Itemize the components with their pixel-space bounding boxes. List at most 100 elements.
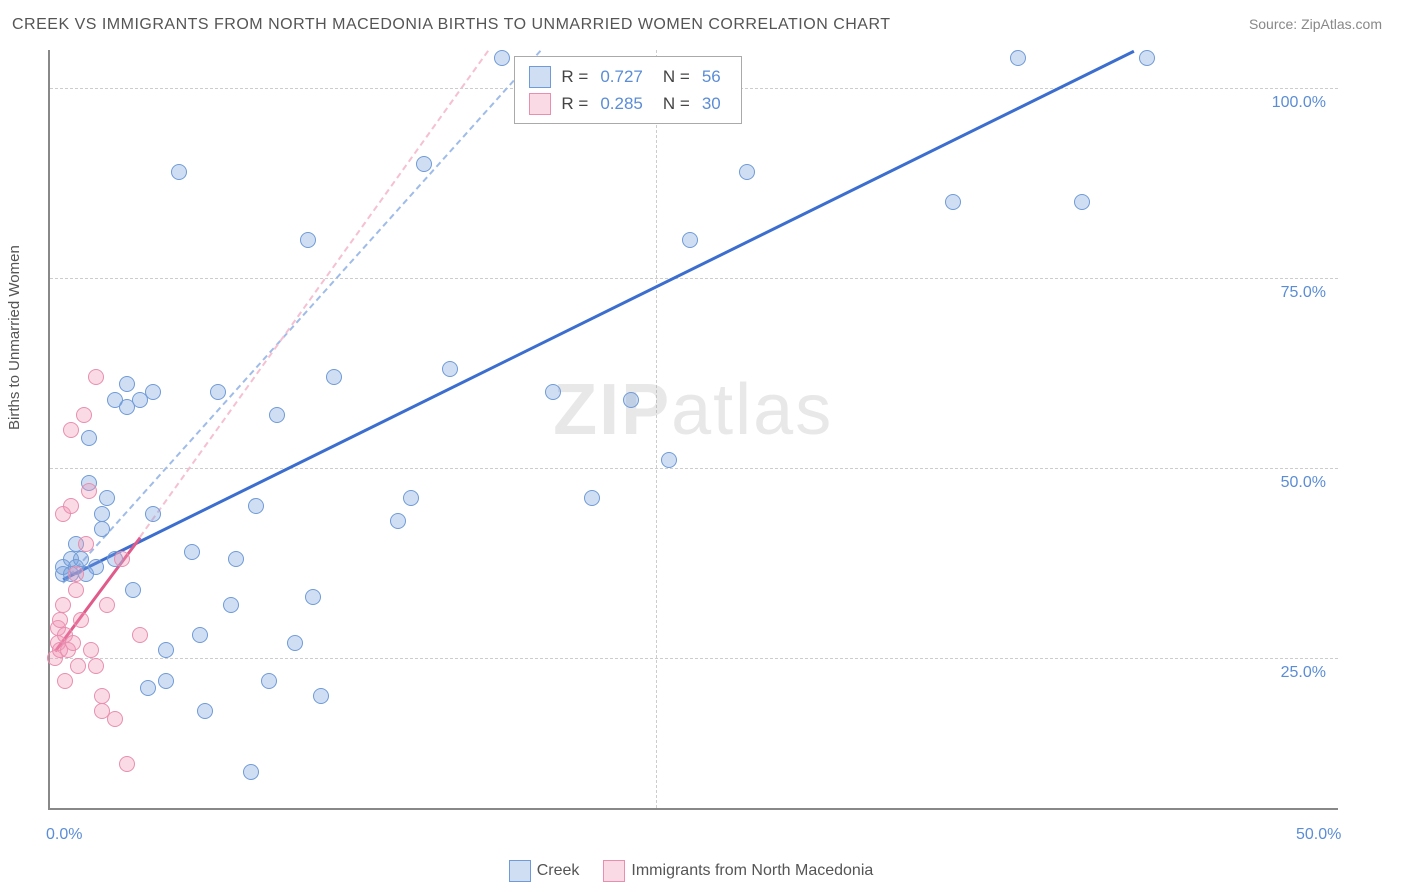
scatter-point-creek <box>184 544 200 560</box>
scatter-point-creek <box>158 642 174 658</box>
source-attribution: Source: ZipAtlas.com <box>1249 16 1382 32</box>
scatter-point-macedonia <box>119 756 135 772</box>
scatter-point-macedonia <box>88 658 104 674</box>
scatter-point-creek <box>300 232 316 248</box>
scatter-point-macedonia <box>52 612 68 628</box>
scatter-point-macedonia <box>63 498 79 514</box>
scatter-point-creek <box>73 551 89 567</box>
legend-n-value: 30 <box>702 90 721 117</box>
scatter-point-creek <box>739 164 755 180</box>
scatter-point-creek <box>140 680 156 696</box>
scatter-point-macedonia <box>70 658 86 674</box>
scatter-point-creek <box>326 369 342 385</box>
scatter-point-macedonia <box>114 551 130 567</box>
scatter-point-creek <box>145 384 161 400</box>
scatter-point-creek <box>661 452 677 468</box>
scatter-point-creek <box>94 521 110 537</box>
gridline-h <box>50 278 1338 279</box>
legend-label-creek: Creek <box>537 862 580 879</box>
legend-swatch-macedonia <box>603 860 625 882</box>
scatter-point-macedonia <box>68 566 84 582</box>
legend-r-label: R = <box>561 63 588 90</box>
scatter-point-creek <box>584 490 600 506</box>
gridline-h <box>50 468 1338 469</box>
scatter-point-creek <box>442 361 458 377</box>
gridline-h <box>50 658 1338 659</box>
scatter-point-creek <box>287 635 303 651</box>
scatter-point-creek <box>1074 194 1090 210</box>
legend-r-label: R = <box>561 90 588 117</box>
scatter-point-creek <box>210 384 226 400</box>
y-tick-label: 100.0% <box>1272 94 1326 112</box>
scatter-point-macedonia <box>88 369 104 385</box>
legend-stats-row-creek: R = 0.727 N = 56 <box>529 63 726 90</box>
scatter-point-macedonia <box>81 483 97 499</box>
scatter-point-macedonia <box>76 407 92 423</box>
scatter-point-creek <box>313 688 329 704</box>
gridline-v <box>656 50 657 808</box>
scatter-point-macedonia <box>63 422 79 438</box>
scatter-point-macedonia <box>57 673 73 689</box>
scatter-point-macedonia <box>107 711 123 727</box>
y-tick-label: 75.0% <box>1281 284 1326 302</box>
scatter-point-creek <box>261 673 277 689</box>
scatter-point-creek <box>390 513 406 529</box>
y-tick-label: 25.0% <box>1281 664 1326 682</box>
scatter-point-creek <box>192 627 208 643</box>
chart-title: CREEK VS IMMIGRANTS FROM NORTH MACEDONIA… <box>12 16 891 34</box>
scatter-point-creek <box>223 597 239 613</box>
scatter-point-creek <box>94 506 110 522</box>
x-tick-label: 0.0% <box>46 826 82 844</box>
y-tick-label: 50.0% <box>1281 474 1326 492</box>
trend-line-dashed <box>139 50 489 538</box>
x-tick-label: 50.0% <box>1296 826 1341 844</box>
scatter-point-macedonia <box>68 582 84 598</box>
scatter-point-creek <box>145 506 161 522</box>
legend-n-label: N = <box>663 90 690 117</box>
legend-swatch <box>529 93 551 115</box>
legend-swatch-creek <box>509 860 531 882</box>
plot-area: 25.0%50.0%75.0%100.0%0.0%50.0%ZIPatlasR … <box>48 50 1338 810</box>
scatter-point-creek <box>158 673 174 689</box>
scatter-point-macedonia <box>55 597 71 613</box>
trend-line-dashed <box>62 50 541 583</box>
scatter-point-creek <box>248 498 264 514</box>
scatter-point-macedonia <box>78 536 94 552</box>
scatter-point-creek <box>403 490 419 506</box>
scatter-point-creek <box>243 764 259 780</box>
scatter-point-creek <box>269 407 285 423</box>
scatter-point-macedonia <box>99 597 115 613</box>
scatter-point-creek <box>88 559 104 575</box>
scatter-point-creek <box>228 551 244 567</box>
scatter-point-creek <box>125 582 141 598</box>
scatter-point-creek <box>494 50 510 66</box>
scatter-point-macedonia <box>73 612 89 628</box>
scatter-point-creek <box>197 703 213 719</box>
scatter-point-creek <box>545 384 561 400</box>
scatter-point-creek <box>81 430 97 446</box>
scatter-point-creek <box>682 232 698 248</box>
scatter-point-macedonia <box>94 688 110 704</box>
legend-stats-box: R = 0.727 N = 56 R = 0.285 N = 30 <box>514 56 741 124</box>
scatter-point-macedonia <box>83 642 99 658</box>
legend-stats-row-macedonia: R = 0.285 N = 30 <box>529 90 726 117</box>
legend-n-value: 56 <box>702 63 721 90</box>
scatter-point-creek <box>305 589 321 605</box>
legend-n-label: N = <box>663 63 690 90</box>
scatter-point-creek <box>623 392 639 408</box>
legend-r-value: 0.727 <box>600 63 643 90</box>
scatter-point-macedonia <box>132 627 148 643</box>
legend-swatch <box>529 66 551 88</box>
legend-r-value: 0.285 <box>600 90 643 117</box>
legend-bottom: Creek Immigrants from North Macedonia <box>0 860 1406 882</box>
y-axis-label: Births to Unmarried Women <box>6 245 23 430</box>
scatter-point-creek <box>119 376 135 392</box>
scatter-point-creek <box>99 490 115 506</box>
watermark: ZIPatlas <box>553 369 833 451</box>
scatter-point-creek <box>1139 50 1155 66</box>
scatter-point-creek <box>171 164 187 180</box>
scatter-point-macedonia <box>65 635 81 651</box>
scatter-point-creek <box>945 194 961 210</box>
scatter-point-creek <box>1010 50 1026 66</box>
legend-label-macedonia: Immigrants from North Macedonia <box>631 862 873 879</box>
